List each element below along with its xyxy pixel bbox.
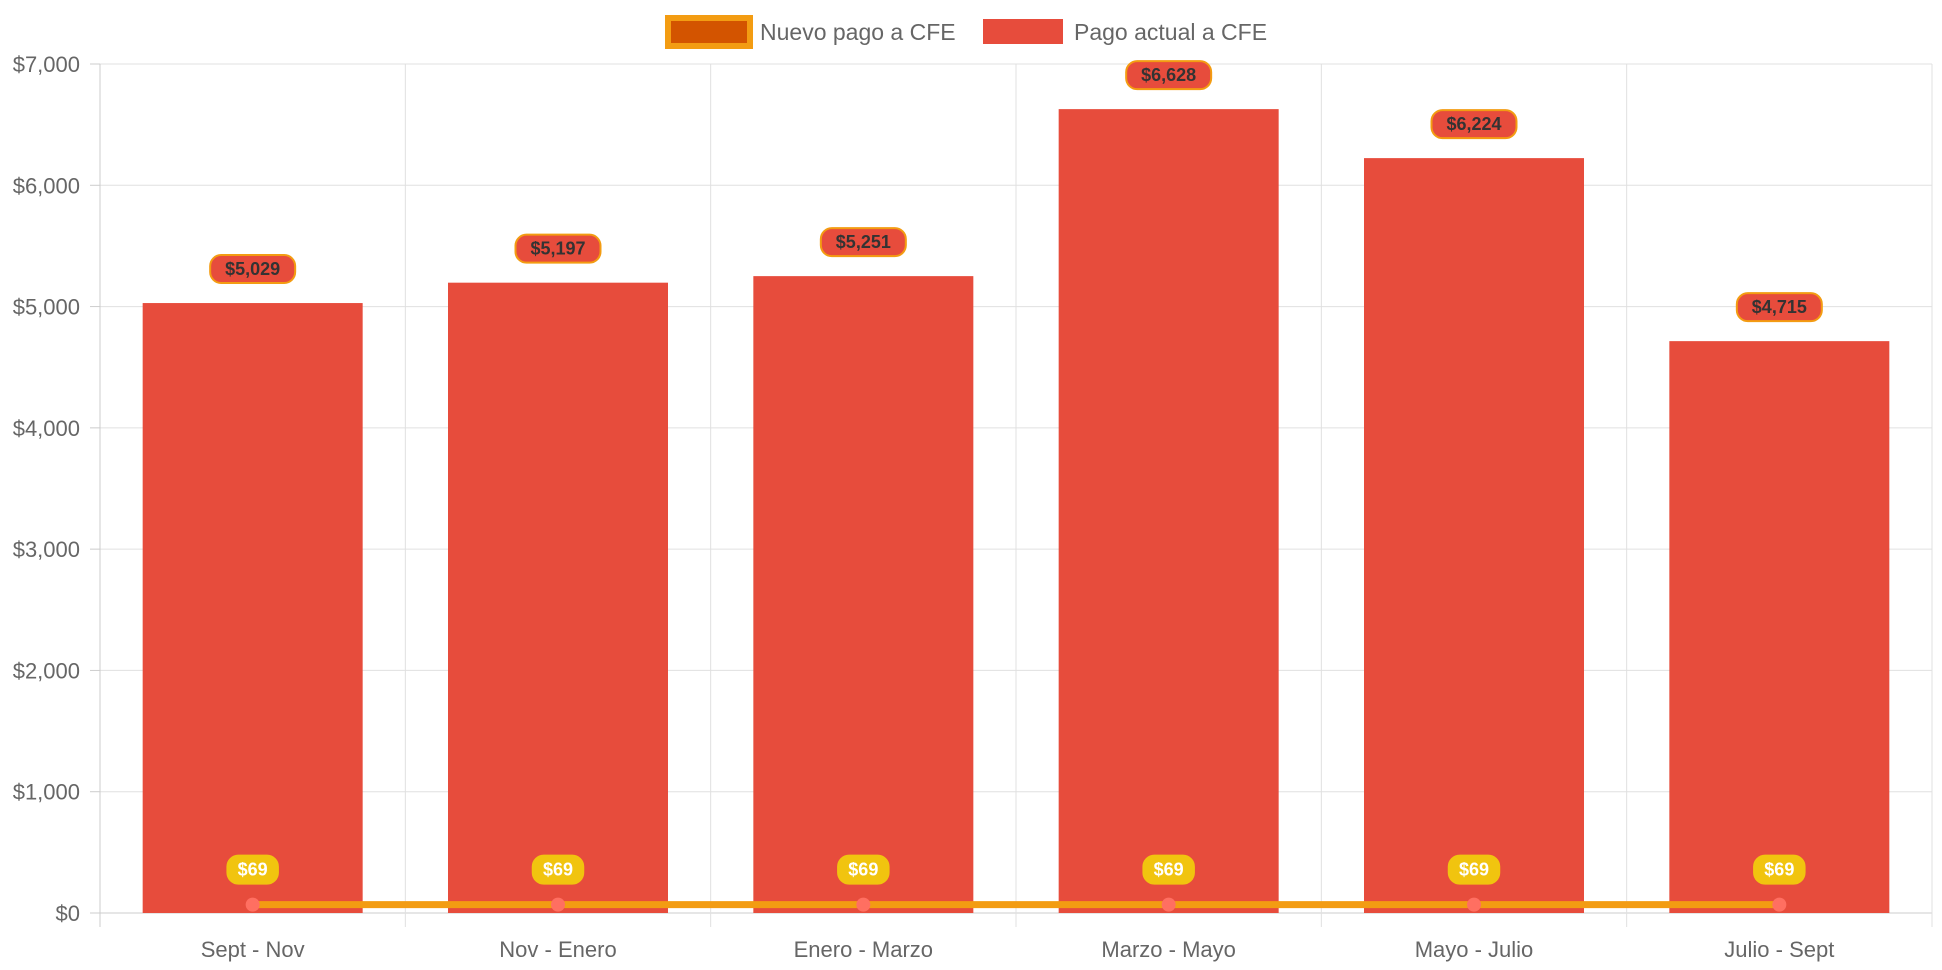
bar — [448, 282, 668, 914]
bar — [142, 303, 363, 913]
legend-swatch-pago-actual[interactable] — [983, 19, 1063, 44]
y-tick-label: $6,000 — [13, 173, 80, 198]
y-tick-label: $4,000 — [13, 416, 80, 441]
bars — [142, 109, 1890, 914]
legend: Nuevo pago a CFE Pago actual a CFE — [665, 15, 1267, 49]
line-value-badge — [1753, 854, 1806, 885]
line-value-badge — [1142, 854, 1195, 885]
bar-value-label: $6,224 — [1446, 114, 1501, 134]
bar-value-label: $6,628 — [1141, 65, 1196, 85]
line-value-badge — [531, 854, 585, 885]
line-value-label: $69 — [1764, 860, 1794, 880]
bar-value-badge — [1735, 292, 1823, 323]
x-tick-label: Mayo - Julio — [1415, 937, 1534, 962]
y-tick-label: $3,000 — [13, 537, 80, 562]
bar — [1058, 109, 1279, 913]
line-value-label: $69 — [543, 860, 573, 880]
line-point — [245, 897, 260, 912]
axes: $0 $1,000 $2,000 $3,000 $4,000 $5,000 $6,000 $7… — [13, 52, 1835, 962]
line-value-badge — [1447, 854, 1501, 885]
y-tick-label: $2,000 — [13, 658, 80, 683]
bar-value-badge — [1430, 109, 1518, 140]
bar-value-label: $4,715 — [1752, 297, 1807, 317]
line-value-badge — [226, 854, 279, 885]
line-value-badge — [837, 854, 890, 885]
bar-value-label: $5,029 — [225, 259, 280, 279]
bar-value-badge — [514, 233, 602, 264]
line-value-label: $69 — [1459, 860, 1489, 880]
bar — [753, 276, 974, 913]
line-point — [1772, 897, 1787, 912]
line-value-label: $69 — [1154, 860, 1184, 880]
line-point — [1161, 897, 1176, 912]
y-tick-label: $0 — [56, 901, 80, 926]
data-labels: $5,029 $5,197 $5,251 $6,628 $6,224 $4,715 $69 $… — [209, 60, 1823, 885]
bar-value-badge — [819, 227, 907, 258]
legend-label-pago-actual[interactable]: Pago actual a CFE — [1074, 19, 1267, 45]
legend-swatch-nuevo-pago[interactable] — [665, 15, 753, 49]
bar-value-label: $5,197 — [530, 239, 585, 259]
x-tick-label: Marzo - Mayo — [1101, 937, 1235, 962]
legend-label-nuevo-pago[interactable]: Nuevo pago a CFE — [760, 19, 956, 45]
bar — [1364, 158, 1584, 913]
y-tick-label: $5,000 — [13, 295, 80, 320]
line-value-label: $69 — [238, 860, 268, 880]
x-tick-label: Sept - Nov — [201, 937, 305, 962]
grid — [99, 63, 1933, 927]
bar — [1669, 341, 1890, 914]
bar-value-label: $5,251 — [836, 232, 891, 252]
line-value-label: $69 — [848, 860, 878, 880]
y-tick-label: $7,000 — [13, 52, 80, 77]
y-tick-label: $1,000 — [13, 780, 80, 805]
x-tick-label: Enero - Marzo — [794, 937, 933, 962]
bar-value-badge — [209, 254, 297, 285]
x-tick-label: Nov - Enero — [499, 937, 616, 962]
line-point — [551, 897, 565, 912]
x-tick-label: Julio - Sept — [1724, 937, 1834, 962]
line-point — [1467, 897, 1481, 912]
line-point — [856, 897, 871, 912]
line-series — [245, 897, 1787, 912]
bar-value-badge — [1125, 60, 1213, 91]
